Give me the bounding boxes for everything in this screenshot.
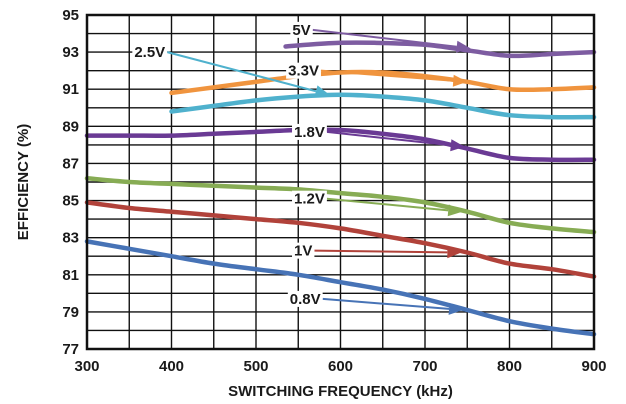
- series-label-5: 1V: [294, 243, 312, 260]
- series-arrow-head: [452, 74, 468, 87]
- y-tick-labels: 77 79 81 83 85 87 89 91 93 95: [62, 7, 79, 358]
- series-label-bg: [286, 62, 321, 79]
- y-tick-label: 91: [62, 81, 79, 98]
- series-arrow-shaft: [314, 249, 448, 254]
- series-label-arrows: [166, 28, 471, 315]
- series-label-bg: [287, 290, 323, 307]
- series-label-bg: [292, 123, 327, 140]
- series-label-bg: [132, 44, 168, 61]
- x-tick-label: 300: [74, 358, 99, 375]
- series-arrow-head: [447, 204, 463, 217]
- x-tick-label: 400: [159, 358, 184, 375]
- series-line-5: [84, 200, 597, 279]
- y-tick-label: 77: [62, 341, 79, 358]
- series-arrow-shaft: [320, 69, 454, 82]
- series-line-3: [84, 127, 597, 163]
- series-arrow-shaft: [326, 130, 451, 147]
- series-label-4: 1.2V: [294, 191, 325, 208]
- series-label-0: 5V: [292, 22, 310, 39]
- series-label-bg: [290, 21, 313, 38]
- x-tick-label: 600: [328, 358, 353, 375]
- series-label-6: 0.8V: [290, 291, 321, 308]
- x-tick-label: 900: [581, 358, 606, 375]
- series-arrow-shaft: [166, 51, 317, 93]
- x-axis-title: SWITCHING FREQUENCY (kHz): [228, 383, 453, 400]
- plot-border: [85, 13, 596, 351]
- series-arrow-shaft: [326, 197, 449, 212]
- series-line-6: [84, 239, 597, 337]
- series-lines: [84, 40, 597, 337]
- series-arrow-head: [447, 246, 462, 259]
- plot-frame: [85, 13, 596, 351]
- y-tick-label: 95: [62, 7, 79, 24]
- series-arrow-head: [314, 85, 330, 97]
- x-tick-label: 800: [497, 358, 522, 375]
- y-tick-label: 87: [62, 155, 79, 172]
- series-label-bg: [292, 190, 327, 207]
- y-tick-label: 89: [62, 118, 79, 135]
- y-tick-label: 85: [62, 193, 79, 210]
- series-label-2: 2.5V: [134, 44, 165, 61]
- y-tick-label: 79: [62, 304, 79, 321]
- series-labels: 5V 3.3V 2.5V 1.8V 1.2V 1V 0.8V: [132, 21, 327, 308]
- series-label-3: 1.8V: [294, 124, 325, 141]
- x-tick-label: 500: [243, 358, 268, 375]
- x-tick-label: 700: [412, 358, 437, 375]
- y-tick-label: 93: [62, 44, 79, 61]
- y-axis-title: EFFICIENCY (%): [15, 124, 32, 240]
- series-arrow-shaft: [322, 297, 450, 310]
- series-line-0: [283, 40, 597, 59]
- series-line-2: [169, 92, 597, 120]
- x-tick-labels: 300 400 500 600 700 800 900: [74, 358, 606, 375]
- series-arrow-head: [456, 40, 471, 53]
- series-line-4: [84, 176, 597, 235]
- series-line-1: [169, 69, 597, 96]
- series-arrow-head: [450, 139, 465, 152]
- y-tick-label: 83: [62, 230, 79, 247]
- y-tick-label: 81: [62, 267, 79, 284]
- series-label-1: 3.3V: [288, 63, 319, 80]
- series-arrow-shaft: [312, 28, 457, 48]
- series-label-bg: [292, 242, 315, 259]
- series-arrow-head: [448, 302, 463, 315]
